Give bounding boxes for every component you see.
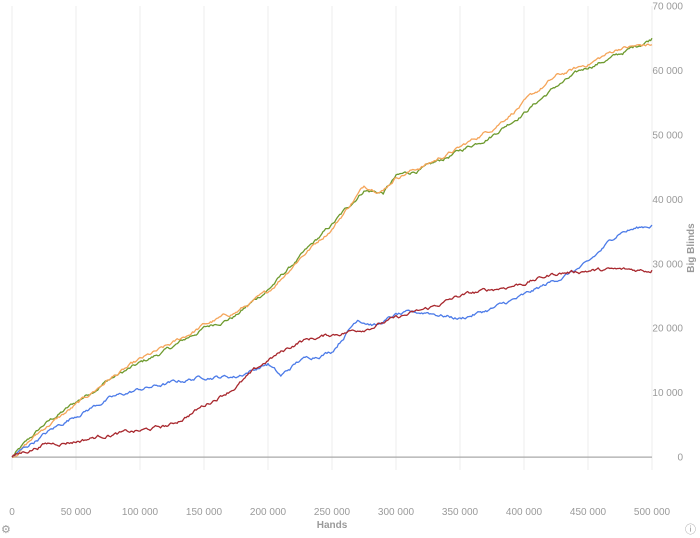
series-line-3	[11, 224, 653, 458]
x-tick-label: 150 000	[186, 507, 223, 518]
x-tick-label: 500 000	[634, 507, 671, 518]
x-axis-title: Hands	[317, 520, 348, 531]
x-tick-label: 450 000	[570, 507, 607, 518]
y-axis-title: Big Blinds	[686, 223, 697, 273]
y-tick-label: 40 000	[652, 195, 683, 206]
y-tick-label: 10 000	[652, 388, 683, 399]
y-axis-ticks: 0 10 000 20 000 30 000 40 000 50 000 60 000 70 …	[652, 2, 683, 464]
x-tick-label: 100 000	[122, 507, 159, 518]
x-tick-label: 200 000	[250, 507, 287, 518]
gear-icon[interactable]: ⚙	[1, 524, 11, 536]
y-tick-label: 60 000	[652, 66, 683, 77]
info-icon[interactable]: ⓘ	[685, 524, 696, 536]
x-axis-ticks: 0 50 000 100 000 150 000 200 000 250 000 300 0…	[9, 507, 670, 518]
y-tick-label: 50 000	[652, 130, 683, 141]
x-tick-label: 250 000	[314, 507, 351, 518]
series-lines	[11, 37, 653, 459]
series-line-4	[11, 267, 653, 458]
x-tick-label: 300 000	[378, 507, 415, 518]
x-tick-label: 0	[9, 507, 15, 518]
x-tick-label: 50 000	[61, 507, 92, 518]
y-tick-label: 20 000	[652, 324, 683, 335]
x-tick-label: 400 000	[506, 507, 543, 518]
x-tick-label: 350 000	[442, 507, 479, 518]
y-tick-label: 70 000	[652, 2, 683, 13]
grid-lines	[11, 6, 653, 470]
y-tick-label: 0	[677, 453, 683, 464]
series-line-2	[11, 43, 653, 459]
y-tick-label: 30 000	[652, 259, 683, 270]
